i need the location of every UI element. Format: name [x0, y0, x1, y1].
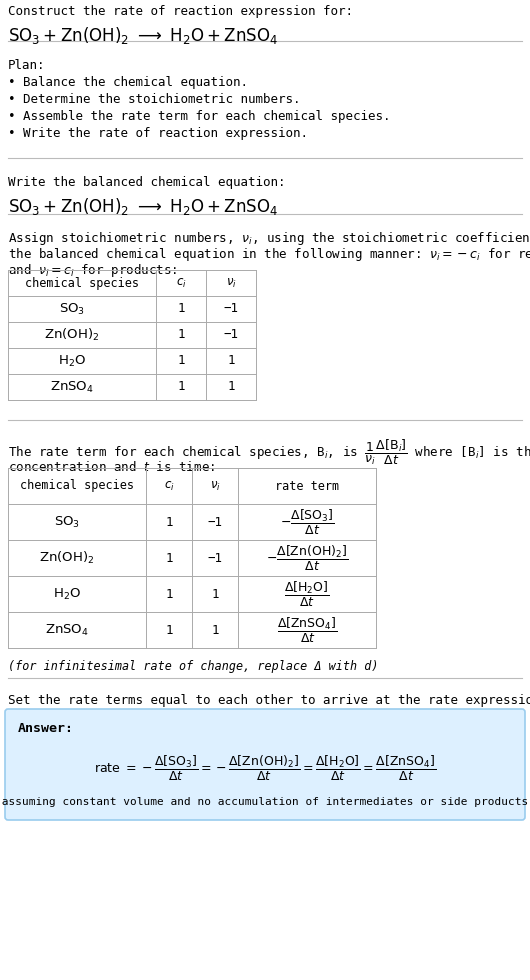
- Text: • Determine the stoichiometric numbers.: • Determine the stoichiometric numbers.: [8, 93, 301, 106]
- Text: −1: −1: [224, 303, 238, 316]
- Text: $\dfrac{\Delta[\mathrm{H_2O}]}{\Delta t}$: $\dfrac{\Delta[\mathrm{H_2O}]}{\Delta t}…: [284, 579, 330, 609]
- Text: $\mathrm{H_2O}$: $\mathrm{H_2O}$: [58, 354, 86, 368]
- Text: rate term: rate term: [275, 479, 339, 493]
- Text: 1: 1: [165, 515, 173, 528]
- Text: 1: 1: [227, 380, 235, 394]
- Text: rate $= -\dfrac{\Delta[\mathrm{SO_3}]}{\Delta t} = -\dfrac{\Delta[\mathrm{Zn(OH): rate $= -\dfrac{\Delta[\mathrm{SO_3}]}{\…: [94, 754, 436, 783]
- Text: $\mathrm{Zn(OH)_2}$: $\mathrm{Zn(OH)_2}$: [45, 327, 100, 343]
- Text: 1: 1: [165, 587, 173, 601]
- Text: $c_i$: $c_i$: [175, 276, 187, 289]
- Text: 1: 1: [177, 380, 185, 394]
- Text: Set the rate terms equal to each other to arrive at the rate expression:: Set the rate terms equal to each other t…: [8, 694, 530, 707]
- Text: −1: −1: [208, 552, 223, 564]
- Text: $\nu_i$: $\nu_i$: [226, 276, 236, 289]
- Text: • Balance the chemical equation.: • Balance the chemical equation.: [8, 76, 248, 89]
- Text: $\mathrm{SO_3}$: $\mathrm{SO_3}$: [54, 514, 80, 529]
- Text: $\dfrac{\Delta[\mathrm{ZnSO_4}]}{\Delta t}$: $\dfrac{\Delta[\mathrm{ZnSO_4}]}{\Delta …: [277, 615, 337, 645]
- Text: Assign stoichiometric numbers, $\nu_i$, using the stoichiometric coefficients, $: Assign stoichiometric numbers, $\nu_i$, …: [8, 230, 530, 247]
- Text: 1: 1: [165, 552, 173, 564]
- Text: $\nu_i$: $\nu_i$: [209, 479, 220, 493]
- Text: −1: −1: [224, 328, 238, 341]
- Text: $\mathrm{ZnSO_4}$: $\mathrm{ZnSO_4}$: [50, 379, 94, 395]
- Text: 1: 1: [211, 623, 219, 636]
- Text: Write the balanced chemical equation:: Write the balanced chemical equation:: [8, 176, 286, 189]
- Text: Construct the rate of reaction expression for:: Construct the rate of reaction expressio…: [8, 5, 353, 18]
- Text: 1: 1: [165, 623, 173, 636]
- Text: $-\dfrac{\Delta[\mathrm{Zn(OH)_2}]}{\Delta t}$: $-\dfrac{\Delta[\mathrm{Zn(OH)_2}]}{\Del…: [266, 544, 348, 572]
- Text: 1: 1: [211, 587, 219, 601]
- Text: The rate term for each chemical species, B$_i$, is $\dfrac{1}{\nu_i}\dfrac{\Delt: The rate term for each chemical species,…: [8, 438, 530, 467]
- Text: 1: 1: [227, 355, 235, 368]
- Text: $\mathsf{SO_3 + Zn(OH)_2 \ \longrightarrow \ H_2O + ZnSO_4}$: $\mathsf{SO_3 + Zn(OH)_2 \ \longrightarr…: [8, 25, 278, 46]
- Text: • Assemble the rate term for each chemical species.: • Assemble the rate term for each chemic…: [8, 110, 391, 123]
- Text: concentration and $t$ is time:: concentration and $t$ is time:: [8, 460, 215, 474]
- Text: (for infinitesimal rate of change, replace Δ with d): (for infinitesimal rate of change, repla…: [8, 660, 378, 673]
- Text: $-\dfrac{\Delta[\mathrm{SO_3}]}{\Delta t}$: $-\dfrac{\Delta[\mathrm{SO_3}]}{\Delta t…: [280, 508, 334, 536]
- Text: chemical species: chemical species: [25, 276, 139, 289]
- Text: 1: 1: [177, 328, 185, 341]
- Text: the balanced chemical equation in the following manner: $\nu_i = -c_i$ for react: the balanced chemical equation in the fo…: [8, 246, 530, 263]
- Text: 1: 1: [177, 303, 185, 316]
- Text: $\mathrm{Zn(OH)_2}$: $\mathrm{Zn(OH)_2}$: [39, 550, 95, 566]
- Text: and $\nu_i = c_i$ for products:: and $\nu_i = c_i$ for products:: [8, 262, 177, 279]
- Text: $\mathrm{H_2O}$: $\mathrm{H_2O}$: [53, 586, 81, 602]
- Text: Plan:: Plan:: [8, 59, 46, 72]
- FancyBboxPatch shape: [5, 709, 525, 820]
- Text: $\mathrm{ZnSO_4}$: $\mathrm{ZnSO_4}$: [45, 622, 89, 638]
- Text: $c_i$: $c_i$: [164, 479, 174, 493]
- Text: (assuming constant volume and no accumulation of intermediates or side products): (assuming constant volume and no accumul…: [0, 797, 530, 807]
- Text: 1: 1: [177, 355, 185, 368]
- Text: $\mathrm{SO_3}$: $\mathrm{SO_3}$: [59, 302, 85, 317]
- Text: • Write the rate of reaction expression.: • Write the rate of reaction expression.: [8, 127, 308, 140]
- Text: chemical species: chemical species: [20, 479, 134, 493]
- Text: −1: −1: [208, 515, 223, 528]
- Text: $\mathsf{SO_3 + Zn(OH)_2 \ \longrightarrow \ H_2O + ZnSO_4}$: $\mathsf{SO_3 + Zn(OH)_2 \ \longrightarr…: [8, 196, 278, 217]
- Text: Answer:: Answer:: [18, 722, 74, 735]
